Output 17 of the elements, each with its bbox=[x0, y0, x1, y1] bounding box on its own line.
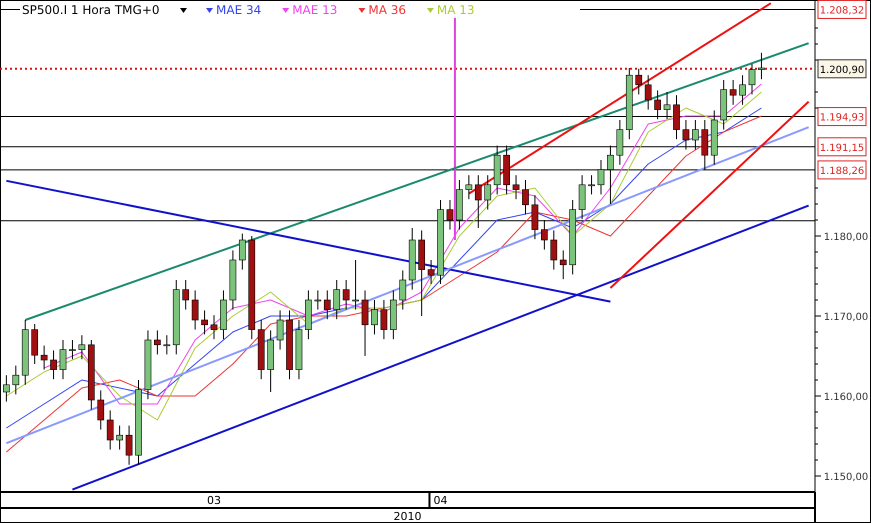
ref-line-label: 1.200,90 bbox=[820, 64, 864, 76]
ref-line-label: 1.208,32 bbox=[820, 5, 864, 16]
y-tick-label: 1.170,00 bbox=[824, 312, 868, 323]
y-tick-label: 1.160,00 bbox=[824, 392, 868, 403]
chart-title: SP500.I 1 Hora TMG+0 bbox=[22, 3, 160, 17]
legend-label: MAE 34 bbox=[216, 3, 262, 17]
ref-line-label: 1.194,93 bbox=[820, 112, 864, 124]
ref-line-label: 1.191,15 bbox=[820, 142, 864, 154]
ref-line-label: 1.188,26 bbox=[820, 166, 864, 177]
legend-label: MA 36 bbox=[368, 3, 406, 17]
x-tick-label: 04 bbox=[434, 494, 448, 507]
y-tick-label: 1.150,00 bbox=[824, 472, 868, 483]
y-tick-label: 1.180,00 bbox=[824, 232, 868, 243]
legend-label: MA 13 bbox=[436, 3, 475, 17]
x-axis-title: 2010 bbox=[394, 510, 422, 523]
legend-label: MAE 13 bbox=[292, 3, 338, 17]
x-tick-label: 03 bbox=[207, 494, 222, 507]
